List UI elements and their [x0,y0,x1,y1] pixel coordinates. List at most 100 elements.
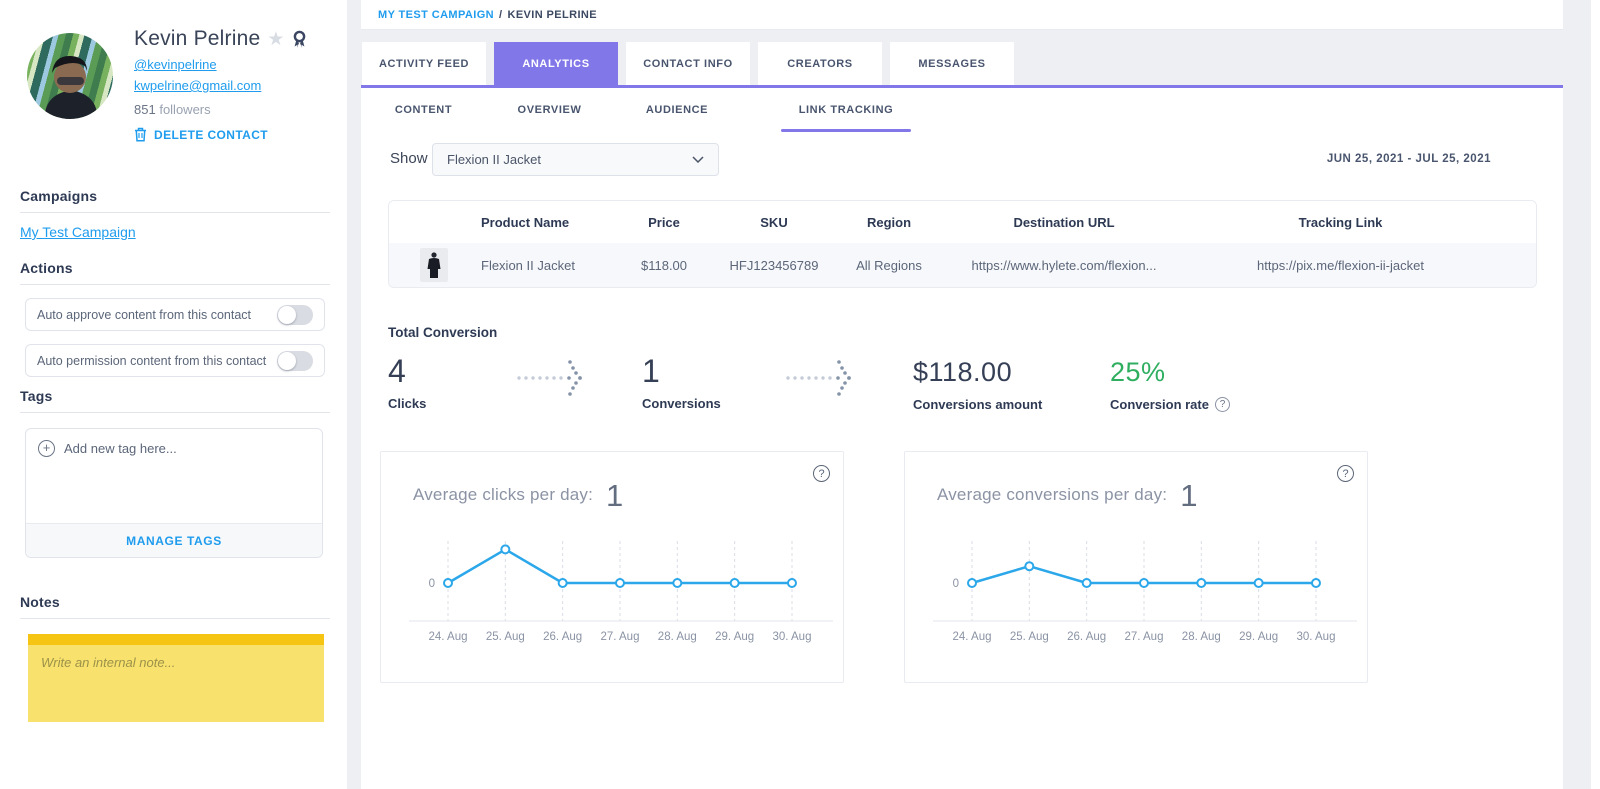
subtab-link-tracking[interactable]: LINK TRACKING [741,88,951,132]
contact-handle-link[interactable]: @kevinpelrine [134,57,217,72]
product-thumbnail [420,248,448,282]
star-icon[interactable]: ★ [267,28,285,50]
stat-clicks: 4 Clicks [388,353,426,411]
breadcrumb: MY TEST CAMPAIGN / KEVIN PELRINE [361,0,1563,30]
contact-name: Kevin Pelrine [134,27,261,50]
chevron-down-icon [692,156,704,163]
table-row[interactable]: Flexion II Jacket $118.00 HFJ123456789 A… [389,243,1536,287]
product-select[interactable]: Flexion II Jacket [432,143,719,176]
cell-product-name: Flexion II Jacket [481,257,575,273]
svg-text:25. Aug: 25. Aug [1010,631,1049,643]
followers-label: followers [159,102,211,117]
analytics-subtabs: CONTENT OVERVIEW AUDIENCE LINK TRACKING [361,88,1563,132]
svg-text:0: 0 [429,578,435,590]
delete-contact-button[interactable]: DELETE CONTACT [134,127,308,142]
svg-text:26. Aug: 26. Aug [1067,631,1106,643]
svg-text:30. Aug: 30. Aug [772,631,811,643]
date-range: JUN 25, 2021 - JUL 25, 2021 [1326,153,1491,165]
total-conversion-title: Total Conversion [388,325,498,340]
subtab-overview[interactable]: OVERVIEW [517,104,582,116]
breadcrumb-current: KEVIN PELRINE [507,8,598,21]
svg-text:27. Aug: 27. Aug [600,631,639,643]
auto-permission-toggle[interactable] [277,350,313,371]
tags-title: Tags [20,388,330,413]
help-icon[interactable]: ? [813,465,830,482]
actions-section: Actions Auto approve content from this c… [20,260,330,377]
notes-title: Notes [20,594,330,619]
svg-text:28. Aug: 28. Aug [1182,631,1221,643]
dotted-arrow-icon [517,360,582,396]
breadcrumb-campaign-link[interactable]: MY TEST CAMPAIGN [378,8,494,21]
conversions-chart-title: Average conversions per day: [937,485,1168,504]
conversions-amount-label: Conversions amount [913,397,1043,413]
auto-permission-card: Auto permission content from this contac… [25,344,325,377]
svg-text:0: 0 [953,578,959,590]
medal-icon [294,30,306,48]
svg-text:26. Aug: 26. Aug [543,631,582,643]
stat-conversions-amount: $118.00 Conversions amount [913,354,1042,412]
auto-approve-toggle[interactable] [277,304,313,325]
svg-text:24. Aug: 24. Aug [952,631,991,643]
followers: 851 followers [134,102,308,117]
svg-text:27. Aug: 27. Aug [1124,631,1163,643]
add-tag-row[interactable]: + [26,429,322,467]
note-card [28,634,324,722]
subtab-link-tracking-label: LINK TRACKING [798,104,894,116]
campaign-link[interactable]: My Test Campaign [20,224,136,240]
help-icon[interactable]: ? [1337,465,1354,482]
followers-count: 851 [134,102,156,117]
header-sku: SKU [760,214,788,230]
contact-email-link[interactable]: kwpelrine@gmail.com [134,78,262,93]
delete-contact-label: DELETE CONTACT [154,127,269,142]
clicks-chart-title: Average clicks per day: [413,485,594,504]
header-region: Region [866,214,912,230]
link-tracking-content: Show Flexion II Jacket JUN 25, 2021 - JU… [361,132,1563,789]
subtab-audience[interactable]: AUDIENCE [645,104,709,116]
svg-text:24. Aug: 24. Aug [428,631,467,643]
auto-permission-label: Auto permission content from this contac… [37,353,267,368]
svg-text:30. Aug: 30. Aug [1296,631,1335,643]
tab-creators[interactable]: CREATORS [758,42,882,85]
clicks-chart-average: 1 [606,478,624,513]
tab-contact-info[interactable]: CONTACT INFO [626,42,750,85]
scrollbar[interactable] [1591,0,1600,789]
conversions-line-chart: 24. Aug 25. Aug 26. Aug 27. Aug 28. Aug 29. A… [933,541,1357,643]
breadcrumb-separator: / [499,8,503,21]
tab-messages[interactable]: MESSAGES [890,42,1014,85]
auto-approve-card: Auto approve content from this contact [25,298,325,331]
cell-destination-url: https://www.hylete.com/flexion... [971,257,1157,273]
contact-sidebar: Kevin Pelrine ★ @kevinpelrine kwpelrine@… [0,0,347,789]
add-tag-input[interactable] [64,440,310,456]
conversion-rate-help-icon[interactable]: ? [1214,397,1230,413]
svg-text:25. Aug: 25. Aug [486,631,525,643]
clicks-line-chart: 24. Aug 25. Aug 26. Aug 27. Aug 28. Aug 29. A… [409,541,833,643]
tracking-link-table: Product Name Price SKU Region Destinatio… [388,200,1537,288]
tab-analytics[interactable]: ANALYTICS [494,42,618,85]
note-input[interactable] [41,655,311,712]
main-panel: MY TEST CAMPAIGN / KEVIN PELRINE ACTIVIT… [361,0,1563,789]
main-tabs: ACTIVITY FEED ANALYTICS CONTACT INFO CRE… [362,42,1014,85]
subtab-content[interactable]: CONTENT [394,104,453,116]
svg-text:29. Aug: 29. Aug [715,631,754,643]
trash-icon [135,127,146,142]
cell-sku: HFJ123456789 [729,257,819,273]
product-select-value: Flexion II Jacket [447,152,541,167]
conversion-rate-value: 25% [1110,357,1166,387]
manage-tags-button[interactable]: MANAGE TAGS [26,523,322,557]
cell-tracking-link: https://pix.me/flexion-ii-jacket [1257,257,1424,273]
conversions-amount-value: $118.00 [913,357,1013,387]
tags-empty-area [26,467,322,523]
note-topbar [28,634,324,645]
header-price: Price [648,214,680,230]
conversions-chart-card: ? Average conversions per day: 1 24. Aug… [904,451,1368,683]
tab-activity-feed[interactable]: ACTIVITY FEED [362,42,486,85]
table-header-row: Product Name Price SKU Region Destinatio… [389,201,1536,243]
avatar[interactable] [27,33,113,119]
conversions-label: Conversions [642,396,721,412]
header-tracking-link: Tracking Link [1298,214,1383,230]
conversions-chart-average: 1 [1180,478,1198,513]
conversions-value: 1 [642,353,661,389]
conversion-rate-label: Conversion rate [1110,397,1209,413]
campaigns-title: Campaigns [20,188,330,213]
auto-approve-label: Auto approve content from this contact [37,307,252,322]
